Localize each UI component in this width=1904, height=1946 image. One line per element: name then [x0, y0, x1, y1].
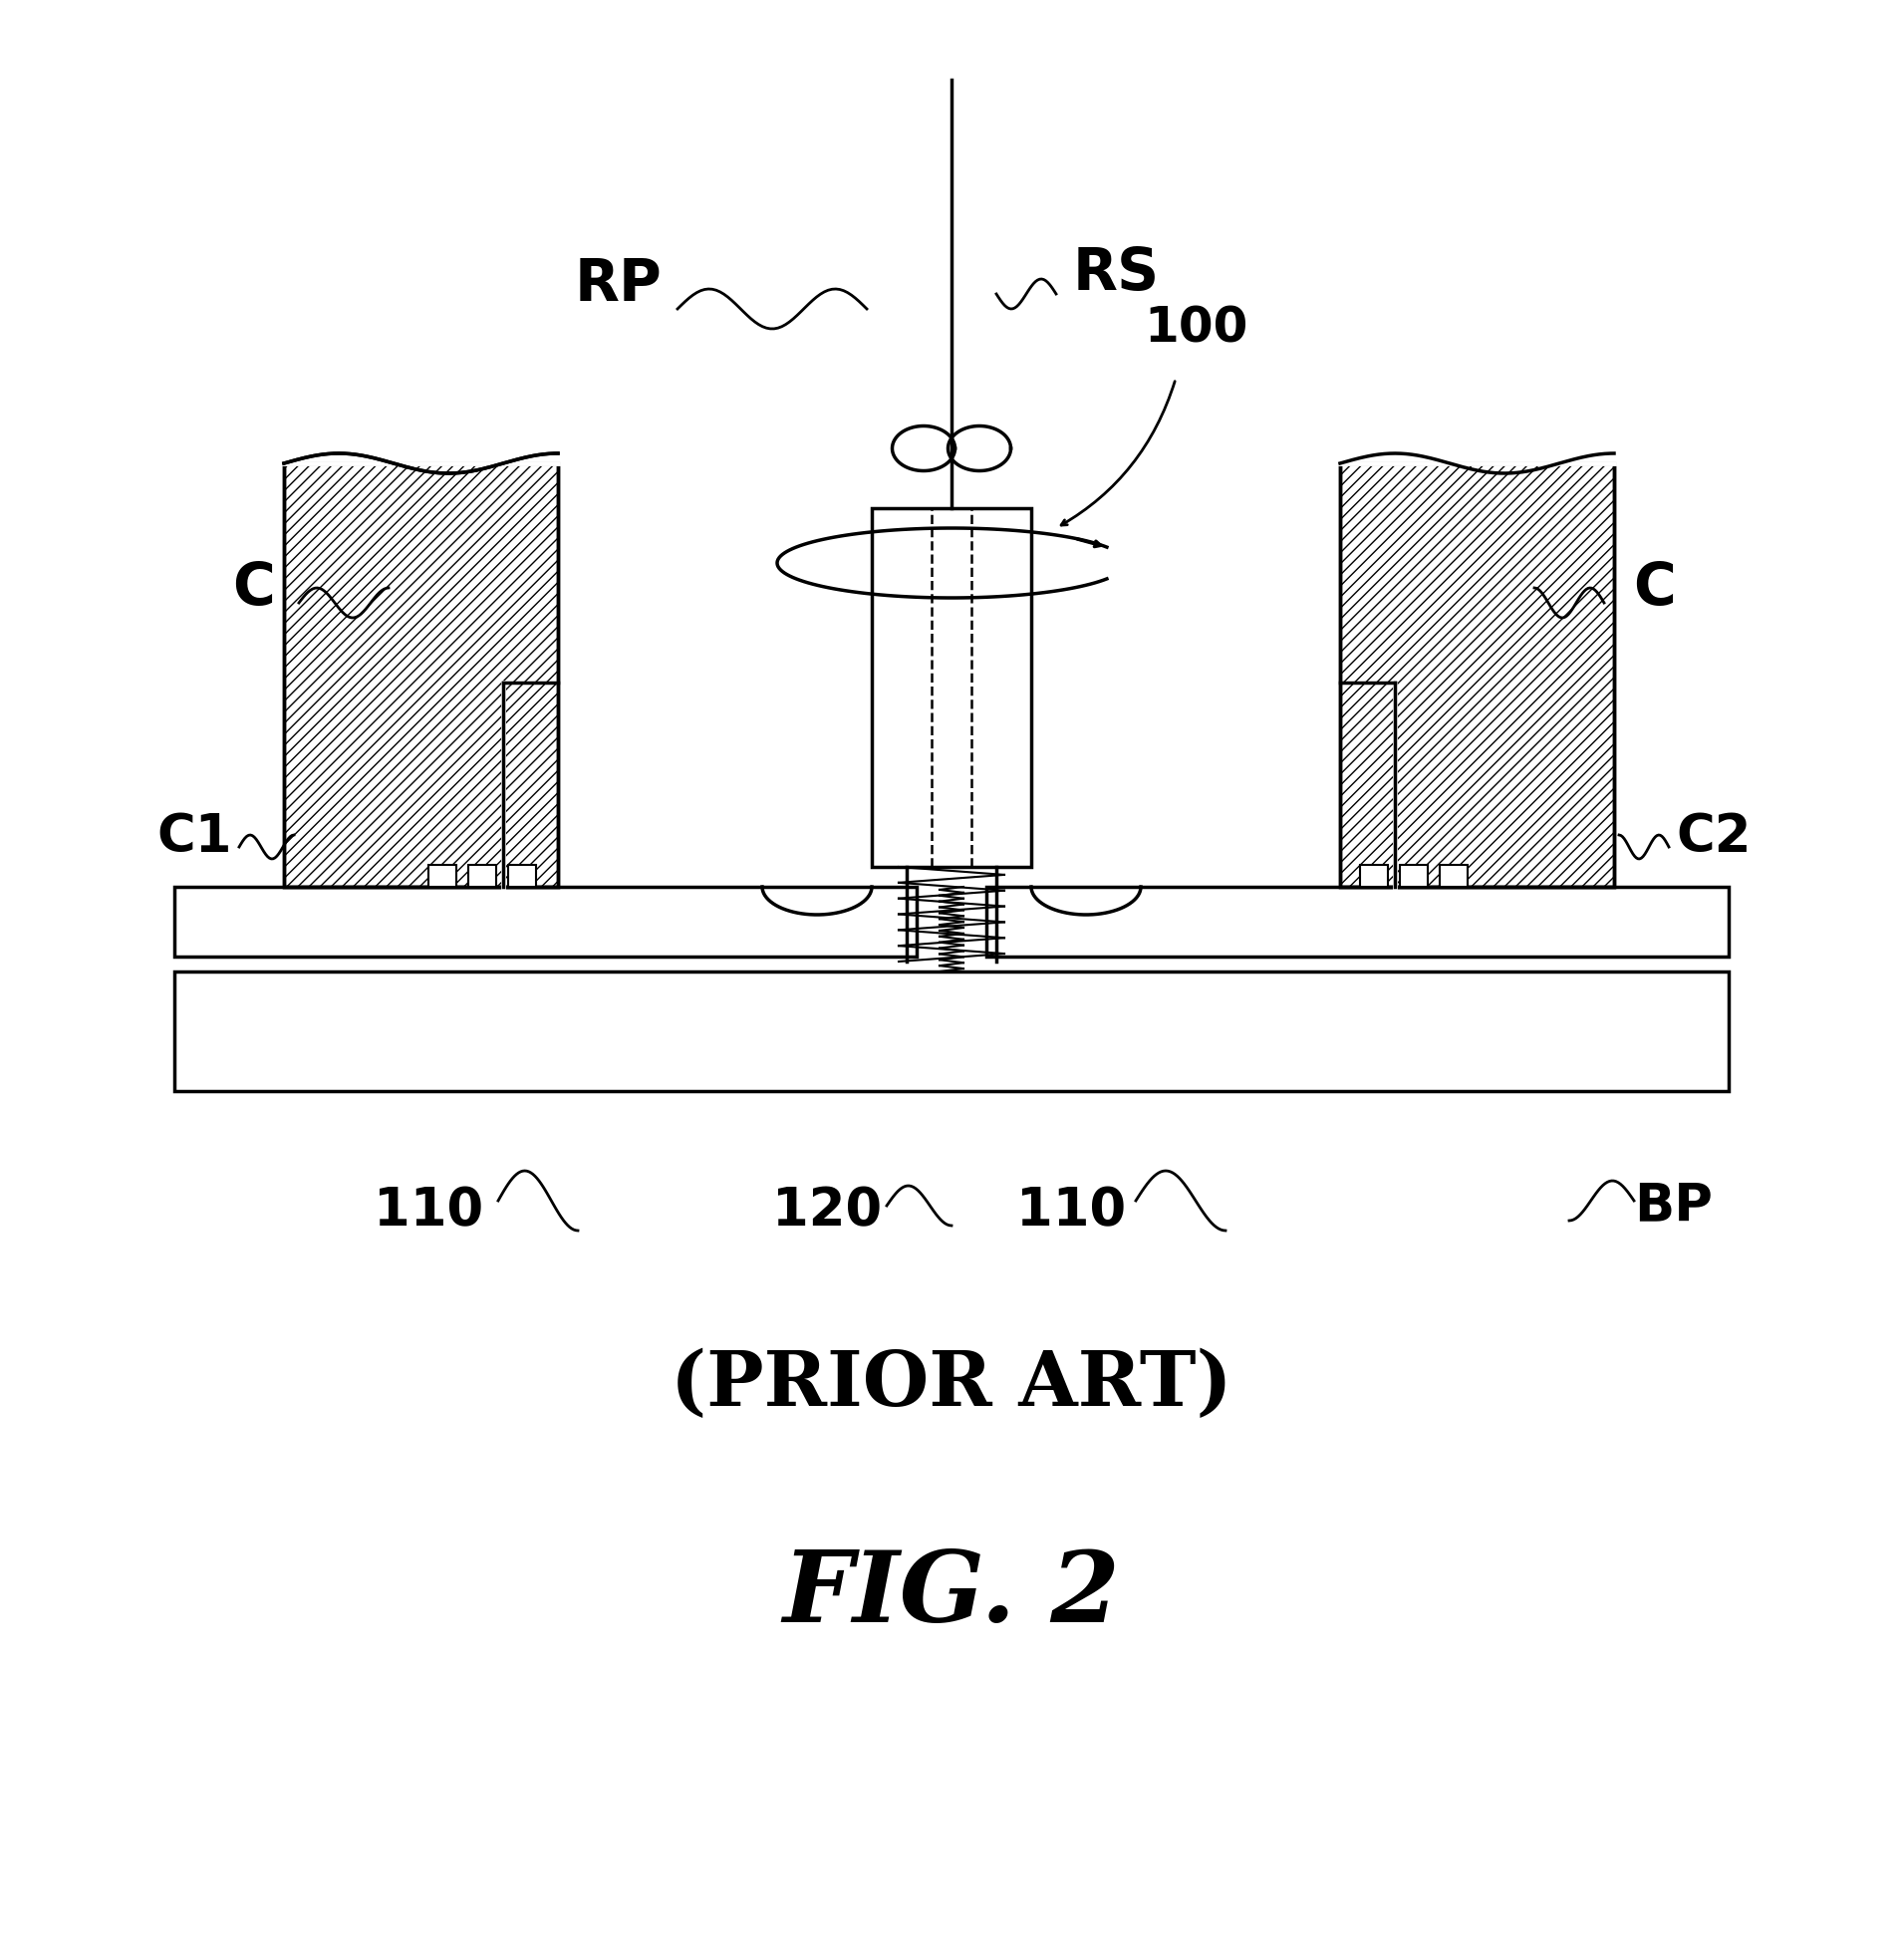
Bar: [986, 887, 1729, 957]
Bar: [284, 463, 558, 887]
Bar: [284, 463, 558, 887]
Bar: [1359, 864, 1388, 887]
Bar: [1340, 463, 1615, 887]
Bar: [508, 864, 537, 887]
Bar: [1399, 864, 1428, 887]
Text: 100: 100: [1144, 306, 1247, 352]
Text: 120: 120: [773, 1185, 882, 1236]
Text: C2: C2: [1676, 811, 1752, 862]
Text: C1: C1: [156, 811, 232, 862]
Text: 110: 110: [373, 1185, 484, 1236]
Bar: [428, 864, 457, 887]
Text: C: C: [232, 560, 276, 617]
Text: C: C: [1632, 560, 1676, 617]
Text: FIG. 2: FIG. 2: [783, 1547, 1120, 1642]
Bar: [468, 864, 497, 887]
Text: RP: RP: [573, 255, 661, 313]
Text: (PRIOR ART): (PRIOR ART): [670, 1349, 1232, 1423]
Bar: [1340, 463, 1615, 887]
Text: RS: RS: [1072, 245, 1160, 302]
Bar: [175, 887, 916, 957]
Text: 110: 110: [1017, 1185, 1125, 1236]
Bar: [872, 508, 1032, 866]
Bar: [1439, 864, 1468, 887]
Bar: [175, 971, 1729, 1092]
Text: BP: BP: [1634, 1179, 1714, 1232]
